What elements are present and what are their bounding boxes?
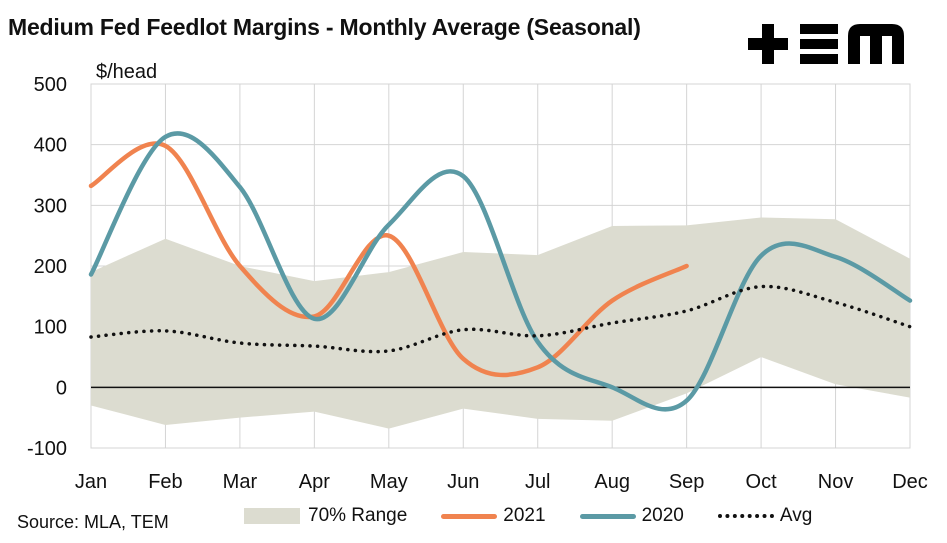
y-tick-label: -100	[27, 438, 67, 460]
legend-label-2020: 2020	[641, 505, 684, 526]
legend-item-2020: 2020	[579, 505, 684, 527]
x-tick-label: Mar	[223, 471, 258, 493]
legend-swatch-avg	[717, 514, 774, 518]
series-line-avg	[89, 284, 912, 354]
y-tick-label: 400	[34, 135, 67, 157]
legend-label-2021: 2021	[503, 505, 546, 526]
y-tick-label: 0	[56, 377, 67, 399]
x-tick-label: Sep	[669, 471, 705, 493]
y-tick-label: 100	[34, 317, 67, 339]
x-tick-label: Apr	[299, 471, 330, 493]
tem-logo	[748, 24, 904, 64]
legend-label-range: 70% Range	[308, 505, 408, 526]
chart-plot: 500 400 300 200 100 0 -100 $/head Jan Feb Mar Apr Ma…	[27, 61, 928, 493]
y-tick-label: 200	[34, 256, 67, 278]
x-tick-label: Nov	[818, 471, 854, 493]
source-note: Source: MLA, TEM	[17, 512, 169, 532]
legend-swatch-2020	[579, 513, 636, 519]
legend-swatch-2021	[441, 513, 498, 519]
x-tick-label: Jul	[525, 471, 551, 493]
legend-swatch-range	[244, 508, 300, 524]
x-tick-label: Dec	[892, 471, 928, 493]
legend-item-range: 70% Range	[244, 505, 407, 527]
legend-label-avg: Avg	[779, 505, 813, 526]
y-tick-label: 300	[34, 195, 67, 217]
x-tick-label: Jun	[447, 471, 479, 493]
x-tick-label: May	[370, 471, 408, 493]
legend-item-2021: 2021	[441, 505, 546, 527]
x-tick-label: Oct	[746, 471, 778, 493]
y-tick-label: 500	[34, 74, 67, 96]
chart-title: Medium Fed Feedlot Margins - Monthly Ave…	[8, 14, 641, 40]
x-tick-label: Aug	[594, 471, 630, 493]
x-tick-label: Feb	[148, 471, 182, 493]
x-tick-label: Jan	[75, 471, 107, 493]
legend: 70% Range 2021 2020 Avg	[244, 503, 846, 529]
y-axis-label: $/head	[96, 61, 157, 83]
series-line-2020	[88, 131, 913, 412]
legend-item-avg: Avg	[717, 505, 813, 527]
